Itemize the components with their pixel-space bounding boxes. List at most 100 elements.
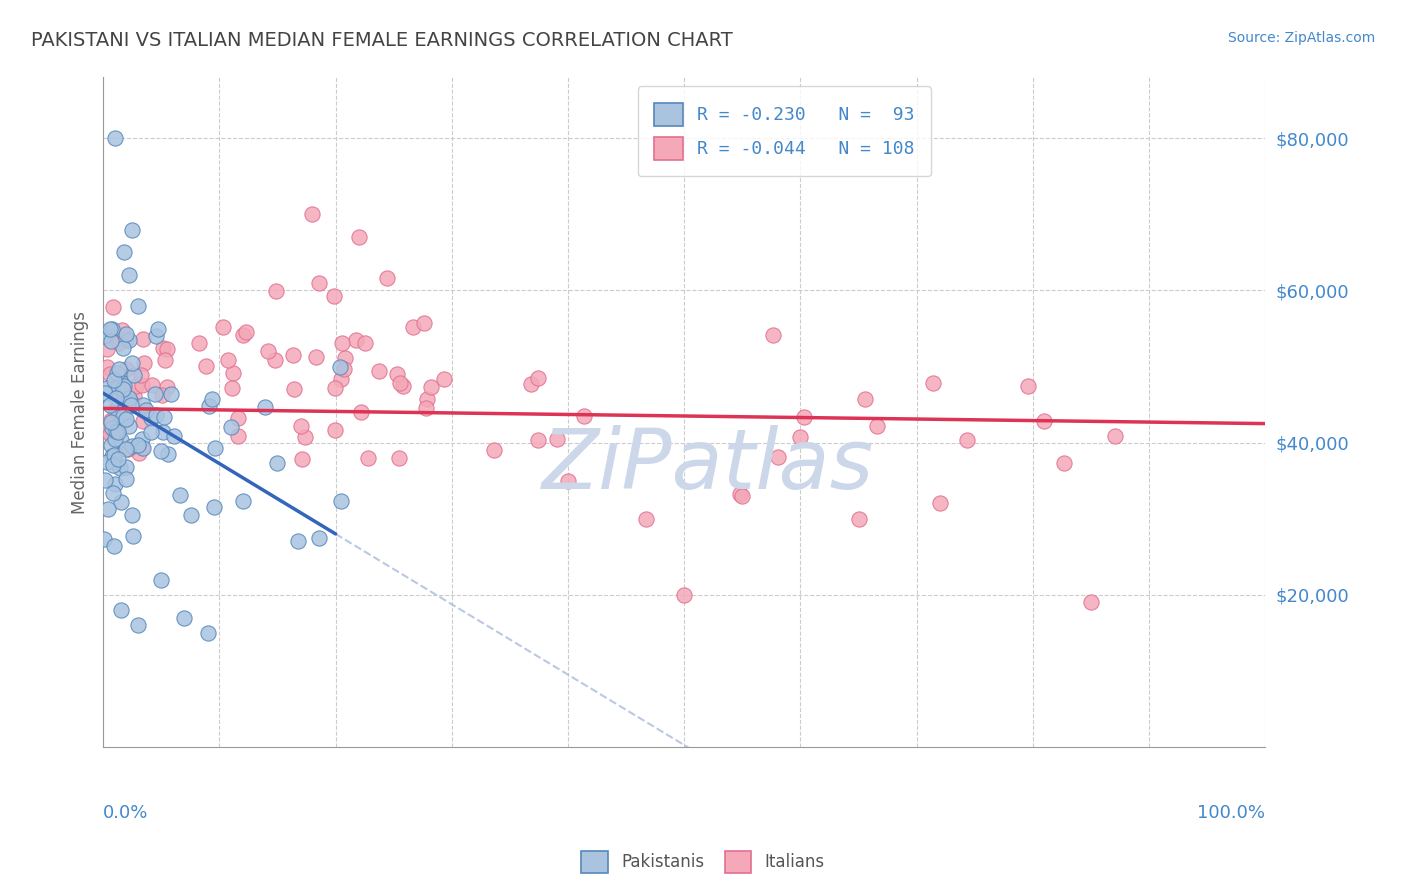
Point (96, 380, 118, 394)
Point (93, 329, 115, 343)
Point (112, 379, 135, 393)
Point (141, 425, 163, 440)
Point (121, 222, 143, 236)
Point (131, 377, 153, 392)
Text: Source: ZipAtlas.com: Source: ZipAtlas.com (1227, 31, 1375, 45)
Point (104, 374, 127, 388)
Point (160, 386, 183, 401)
Point (104, 391, 127, 405)
Point (145, 329, 167, 343)
Point (121, 356, 143, 370)
Point (121, 508, 143, 523)
Point (107, 452, 129, 467)
Point (217, 353, 239, 368)
Point (848, 512, 870, 526)
Point (197, 625, 219, 640)
Point (330, 336, 353, 351)
Point (105, 456, 128, 470)
Point (127, 618, 149, 632)
Point (107, 361, 129, 376)
Point (150, 573, 173, 587)
Point (574, 409, 596, 424)
Point (104, 476, 127, 491)
Point (101, 449, 124, 463)
Point (264, 352, 287, 367)
Point (110, 401, 132, 415)
Point (105, 424, 128, 438)
Point (122, 528, 145, 542)
Point (115, 459, 138, 474)
Point (149, 444, 172, 458)
Point (793, 409, 815, 424)
Point (308, 531, 330, 545)
Point (290, 418, 312, 433)
Point (673, 588, 696, 602)
Point (100, 412, 122, 426)
Point (125, 379, 148, 393)
Point (195, 359, 218, 373)
Point (107, 424, 129, 438)
Point (118, 333, 141, 347)
Point (415, 401, 437, 416)
Point (110, 414, 132, 428)
Point (96, 423, 118, 437)
Point (141, 377, 163, 392)
Point (330, 371, 353, 385)
Point (180, 508, 202, 522)
Point (118, 391, 141, 405)
Point (163, 429, 186, 443)
Point (93, 532, 115, 546)
Point (112, 409, 135, 424)
Point (357, 450, 380, 465)
Point (132, 398, 155, 412)
Point (294, 430, 316, 444)
Point (329, 494, 352, 508)
Point (101, 301, 124, 315)
Text: ZiPatlas: ZiPatlas (541, 425, 873, 506)
Point (115, 327, 138, 342)
Point (101, 321, 124, 335)
Point (152, 410, 174, 425)
Point (110, 396, 132, 410)
Point (108, 336, 131, 351)
Point (115, 412, 138, 426)
Point (98, 427, 121, 442)
Point (1080, 595, 1102, 609)
Point (1053, 456, 1076, 470)
Point (211, 320, 233, 334)
Point (128, 446, 150, 460)
Point (257, 343, 280, 358)
Point (114, 472, 136, 486)
Point (323, 289, 346, 303)
Point (100, 334, 122, 348)
Point (117, 442, 139, 457)
Point (232, 494, 254, 508)
Point (122, 368, 145, 382)
Point (235, 325, 257, 339)
Point (520, 377, 543, 392)
Point (129, 368, 152, 382)
Point (232, 328, 254, 343)
Point (546, 433, 568, 447)
Point (921, 376, 943, 390)
Point (344, 333, 367, 347)
Point (173, 610, 195, 624)
Point (122, 389, 145, 403)
Point (419, 380, 441, 394)
Point (101, 458, 124, 472)
Point (100, 368, 122, 382)
Point (301, 207, 323, 221)
Point (120, 395, 142, 409)
Point (1017, 379, 1039, 393)
Point (111, 385, 134, 400)
Point (131, 432, 153, 446)
Point (730, 487, 752, 501)
Point (112, 245, 135, 260)
Point (156, 380, 179, 394)
Text: 0.0%: 0.0% (103, 804, 149, 822)
Point (402, 320, 425, 334)
Text: PAKISTANI VS ITALIAN MEDIAN FEMALE EARNINGS CORRELATION CHART: PAKISTANI VS ITALIAN MEDIAN FEMALE EARNI… (31, 31, 733, 50)
Legend: R = -0.230   N =  93, R = -0.044   N = 108: R = -0.230 N = 93, R = -0.044 N = 108 (637, 87, 931, 177)
Point (156, 343, 179, 357)
Point (94, 473, 117, 487)
